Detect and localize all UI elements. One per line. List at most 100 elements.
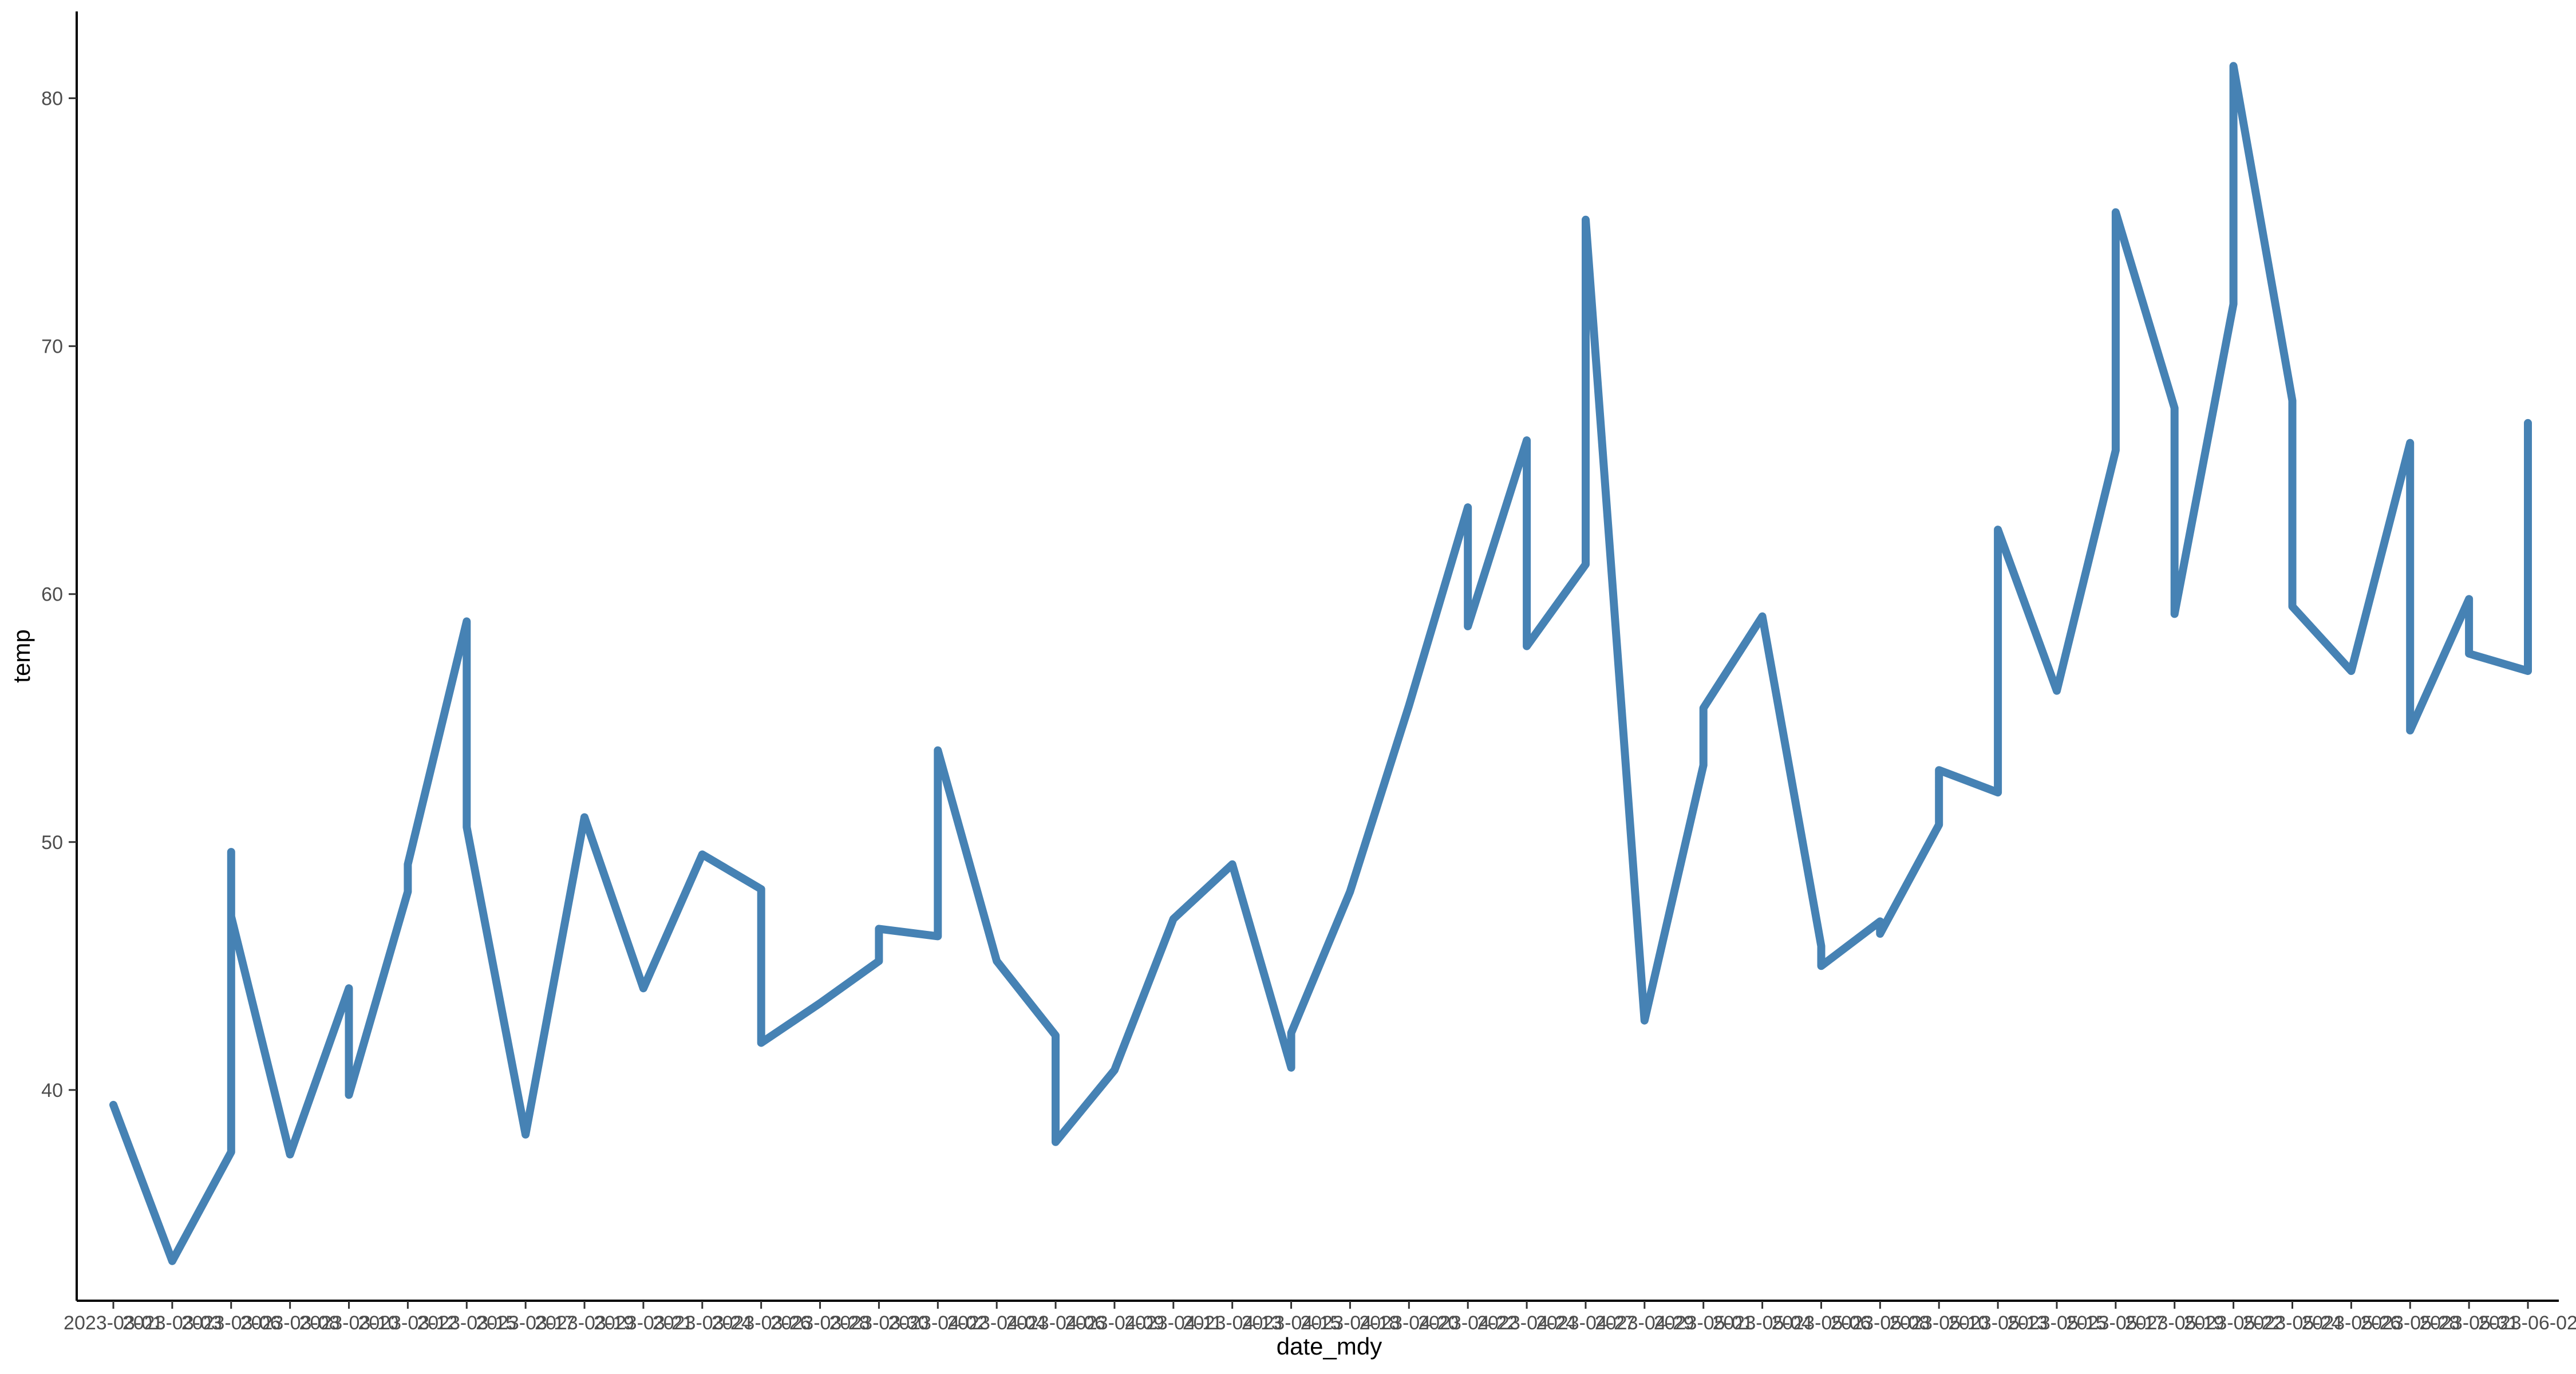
data-point [757, 886, 765, 893]
x-tick-label: 2023-05-06 [1772, 1312, 1871, 1334]
data-point [286, 1151, 294, 1158]
data-point [1582, 560, 1589, 568]
data-point [2171, 404, 2178, 412]
data-point [816, 1000, 824, 1007]
data-point [1346, 888, 1354, 895]
x-tick-label: 2023-04-11 [1124, 1312, 1222, 1334]
data-point [1994, 526, 2002, 534]
data-point [993, 957, 1001, 965]
x-tick-label: 2023-05-31 [2419, 1312, 2519, 1334]
data-point [110, 1101, 117, 1108]
data-point [345, 985, 353, 992]
data-point [2289, 397, 2296, 404]
data-point [875, 925, 883, 933]
data-point [345, 1091, 353, 1099]
data-point [2466, 650, 2473, 657]
x-tick-label: 2023-03-19 [535, 1312, 634, 1334]
data-point [1523, 437, 1531, 444]
y-tick-label: 40 [41, 1080, 63, 1101]
x-tick-label: 2023-04-15 [1242, 1312, 1341, 1334]
x-tick-label: 2023-05-19 [2125, 1312, 2225, 1334]
data-point [1935, 767, 1943, 774]
data-point [1464, 504, 1472, 511]
data-point [2171, 610, 2178, 618]
x-tick-label: 2023-04-06 [1006, 1312, 1105, 1334]
data-point [1052, 1032, 1059, 1039]
data-point [1641, 1017, 1648, 1024]
data-point [1700, 761, 1707, 769]
data-point [1876, 918, 1884, 925]
data-point [698, 851, 706, 858]
data-point [2524, 668, 2531, 674]
x-tick-label: 2023-03-06 [181, 1312, 281, 1334]
data-point [227, 848, 235, 856]
x-tick-label: 2023-04-04 [947, 1312, 1046, 1334]
data-point [1818, 942, 1825, 950]
data-point [2112, 447, 2119, 454]
data-point [404, 860, 412, 868]
x-tick-label: 2023-05-22 [2184, 1312, 2283, 1334]
data-point [2524, 419, 2531, 427]
data-point [2466, 595, 2473, 603]
y-tick-label: 70 [41, 336, 63, 358]
x-tick-label: 2023-05-01 [1654, 1312, 1753, 1334]
x-tick-label: 2023-03-24 [653, 1312, 752, 1334]
data-point [463, 823, 471, 831]
y-axis-title: temp [8, 629, 35, 682]
x-tick-label: 2023-03-26 [712, 1312, 811, 1334]
data-point [1170, 915, 1177, 923]
x-tick-label: 2023-03-28 [771, 1312, 870, 1334]
data-point [2289, 603, 2296, 610]
data-point [1111, 1067, 1118, 1074]
x-tick-label: 2023-03-10 [299, 1312, 399, 1334]
data-point [2348, 668, 2355, 674]
data-point [1228, 860, 1236, 868]
x-tick-label: 2023-03-08 [240, 1312, 340, 1334]
data-point [463, 618, 471, 625]
x-tick-label: 2023-03-15 [417, 1312, 516, 1334]
x-tick-label: 2023-06-02 [2478, 1312, 2576, 1334]
x-tick-label: 2023-05-15 [2007, 1312, 2107, 1334]
data-point [2112, 208, 2119, 216]
data-point [1405, 702, 1413, 709]
data-point [1287, 1064, 1295, 1071]
x-tick-label: 2023-03-03 [123, 1312, 222, 1334]
data-point [934, 933, 942, 940]
data-point [227, 913, 235, 920]
y-axis-ticks: 40 50 60 70 80 [41, 88, 77, 1101]
data-point [639, 985, 647, 992]
data-point [1935, 821, 1943, 828]
data-point [875, 957, 883, 965]
data-point [2230, 62, 2237, 70]
y-tick-label: 50 [41, 832, 63, 854]
x-tick-label: 2023-03-01 [64, 1312, 163, 1334]
y-tick-label: 60 [41, 584, 63, 606]
x-tick-label: 2023-04-20 [1359, 1312, 1459, 1334]
x-tick-label: 2023-03-30 [829, 1312, 929, 1334]
data-point [1582, 216, 1589, 223]
data-point [1818, 962, 1825, 970]
data-point [2407, 727, 2414, 734]
plot-area [109, 62, 2532, 1265]
x-tick-label: 2023-04-13 [1183, 1312, 1282, 1334]
data-point [522, 1131, 530, 1138]
data-point [1994, 789, 2002, 796]
x-tick-label: 2023-04-27 [1536, 1312, 1635, 1334]
x-tick-label: 2023-04-24 [1477, 1312, 1577, 1334]
data-point [2230, 301, 2237, 307]
data-point [227, 1148, 235, 1156]
x-tick-label: 2023-03-21 [594, 1312, 693, 1334]
x-axis-ticks: 2023-03-012023-03-032023-03-062023-03-08… [64, 1301, 2576, 1334]
data-point [1523, 642, 1531, 650]
x-tick-label: 2023-05-04 [1713, 1312, 1812, 1334]
x-tick-label: 2023-04-29 [1595, 1312, 1694, 1334]
data-point [2053, 687, 2060, 694]
x-tick-label: 2023-04-18 [1300, 1312, 1400, 1334]
data-point [1464, 623, 1472, 630]
data-point [1759, 613, 1766, 620]
x-axis-title: date_mdy [1277, 1333, 1382, 1360]
x-tick-label: 2023-04-22 [1418, 1312, 1518, 1334]
x-tick-label: 2023-05-17 [2066, 1312, 2166, 1334]
x-tick-label: 2023-04-09 [1065, 1312, 1164, 1334]
